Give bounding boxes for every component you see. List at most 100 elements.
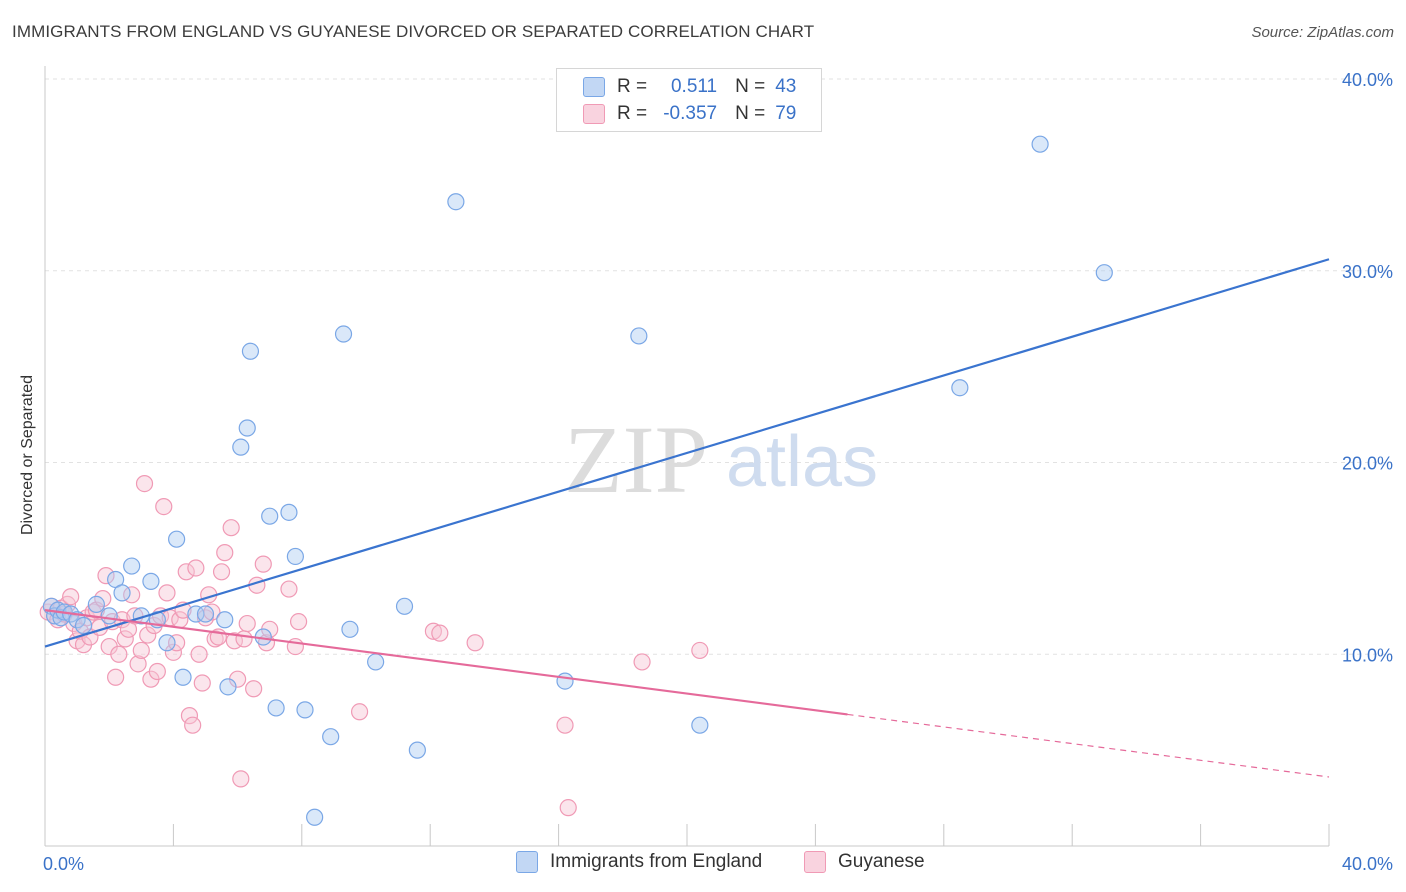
- guyanese-point: [289, 613, 308, 631]
- guyanese-point: [164, 643, 182, 661]
- chart-title: IMMIGRANTS FROM ENGLAND VS GUYANESE DIVO…: [12, 22, 815, 41]
- series-legend: Immigrants from England Guyanese: [0, 851, 1406, 877]
- england-point: [447, 193, 465, 211]
- guyanese-point: [196, 609, 215, 627]
- england-point: [123, 557, 141, 575]
- guyanese-point: [633, 653, 651, 671]
- guyanese-point: [184, 716, 202, 734]
- england-point: [241, 342, 260, 360]
- chart-source: Source: ZipAtlas.com: [1251, 24, 1394, 41]
- england-point: [87, 595, 105, 613]
- guyanese-trend-line: [44, 609, 848, 716]
- guyanese-point: [254, 555, 272, 573]
- guyanese-point: [135, 474, 154, 493]
- legend-swatch-england: [516, 851, 538, 873]
- england-point: [158, 634, 176, 652]
- y-tick-label: 20.0%: [1342, 454, 1393, 474]
- england-point: [232, 438, 250, 456]
- guyanese-point: [222, 519, 240, 537]
- series-england-points: [42, 135, 1113, 826]
- england-point: [238, 419, 256, 437]
- guyanese-point: [139, 626, 157, 644]
- guyanese-point: [556, 716, 574, 734]
- guyanese-point: [187, 559, 205, 577]
- guyanese-point: [155, 498, 173, 516]
- watermark-zip: ZIP: [564, 406, 708, 513]
- legend-swatch-england: [583, 77, 605, 97]
- legend-r-label: R =: [617, 76, 648, 97]
- legend-n-label: N =: [735, 76, 766, 97]
- guyanese-point: [62, 588, 80, 606]
- england-point: [1095, 264, 1113, 282]
- grid-lines: [45, 78, 1392, 655]
- guyanese-point: [132, 641, 150, 660]
- england-point: [322, 728, 340, 746]
- watermark: ZIP atlas: [564, 406, 878, 513]
- guyanese-point: [232, 770, 250, 788]
- guyanese-point: [110, 645, 128, 663]
- watermark-atlas: atlas: [726, 422, 878, 502]
- guyanese-point: [280, 580, 298, 598]
- y-axis-title: Divorced or Separated: [19, 374, 36, 536]
- england-point: [341, 620, 359, 638]
- guyanese-point: [94, 590, 112, 608]
- legend-label-guyanese: Guyanese: [838, 851, 925, 872]
- legend-item-guyanese: Guyanese: [804, 851, 925, 873]
- england-point: [74, 616, 93, 635]
- england-point: [296, 701, 314, 719]
- guyanese-point: [212, 563, 231, 581]
- england-point: [395, 597, 414, 615]
- england-point: [408, 741, 426, 759]
- england-trend-line: [44, 258, 1330, 648]
- y-tick-label: 40.0%: [1342, 70, 1393, 90]
- trend-lines: [44, 258, 1330, 778]
- england-point: [187, 605, 205, 623]
- guyanese-point: [168, 634, 186, 652]
- guyanese-point: [190, 645, 208, 663]
- legend-n-value: 79: [775, 103, 797, 124]
- guyanese-point: [216, 544, 234, 562]
- legend-n-label: N =: [735, 103, 766, 124]
- legend-swatch-guyanese: [804, 851, 826, 873]
- guyanese-trend-line-extension: [847, 713, 1330, 778]
- x-tick-label: 0.0%: [43, 854, 84, 874]
- england-point: [556, 672, 574, 690]
- guyanese-point: [350, 703, 369, 721]
- england-point: [286, 547, 304, 566]
- england-point: [334, 325, 353, 343]
- legend-swatch-guyanese: [583, 104, 605, 124]
- england-point: [100, 607, 118, 625]
- guyanese-point: [148, 662, 166, 681]
- england-point: [219, 678, 237, 696]
- guyanese-point: [559, 799, 577, 817]
- guyanese-point: [107, 668, 125, 686]
- legend-n-value: 43: [775, 76, 797, 97]
- england-point: [267, 699, 285, 717]
- guyanese-point: [238, 614, 256, 633]
- england-point: [280, 503, 298, 521]
- legend-item-england: Immigrants from England: [516, 851, 762, 873]
- legend-r-value: -0.357: [663, 103, 718, 124]
- guyanese-point: [691, 641, 709, 660]
- england-point: [1031, 135, 1049, 153]
- legend-r-value: 0.511: [670, 76, 718, 97]
- england-point: [630, 327, 648, 345]
- series-guyanese-points: [39, 474, 709, 817]
- tick-labels: 10.0% 20.0% 30.0% 40.0% 0.0% 40.0%: [43, 70, 1393, 874]
- legend-row-guyanese: R = -0.357 N = 79: [583, 103, 796, 125]
- guyanese-point: [180, 707, 199, 725]
- england-point: [216, 611, 234, 629]
- guyanese-point: [116, 630, 134, 648]
- y-tick-label: 30.0%: [1342, 262, 1393, 282]
- guyanese-point: [245, 680, 263, 698]
- correlation-legend: R = 0.511 N = 43 R = -0.357 N = 79: [556, 68, 822, 132]
- y-tick-label: 10.0%: [1342, 645, 1393, 665]
- england-point: [113, 584, 131, 602]
- guyanese-point: [193, 674, 211, 692]
- england-point: [367, 653, 385, 671]
- guyanese-point: [235, 630, 253, 648]
- guyanese-point: [97, 567, 115, 585]
- guyanese-point: [158, 584, 176, 602]
- legend-row-england: R = 0.511 N = 43: [583, 76, 796, 98]
